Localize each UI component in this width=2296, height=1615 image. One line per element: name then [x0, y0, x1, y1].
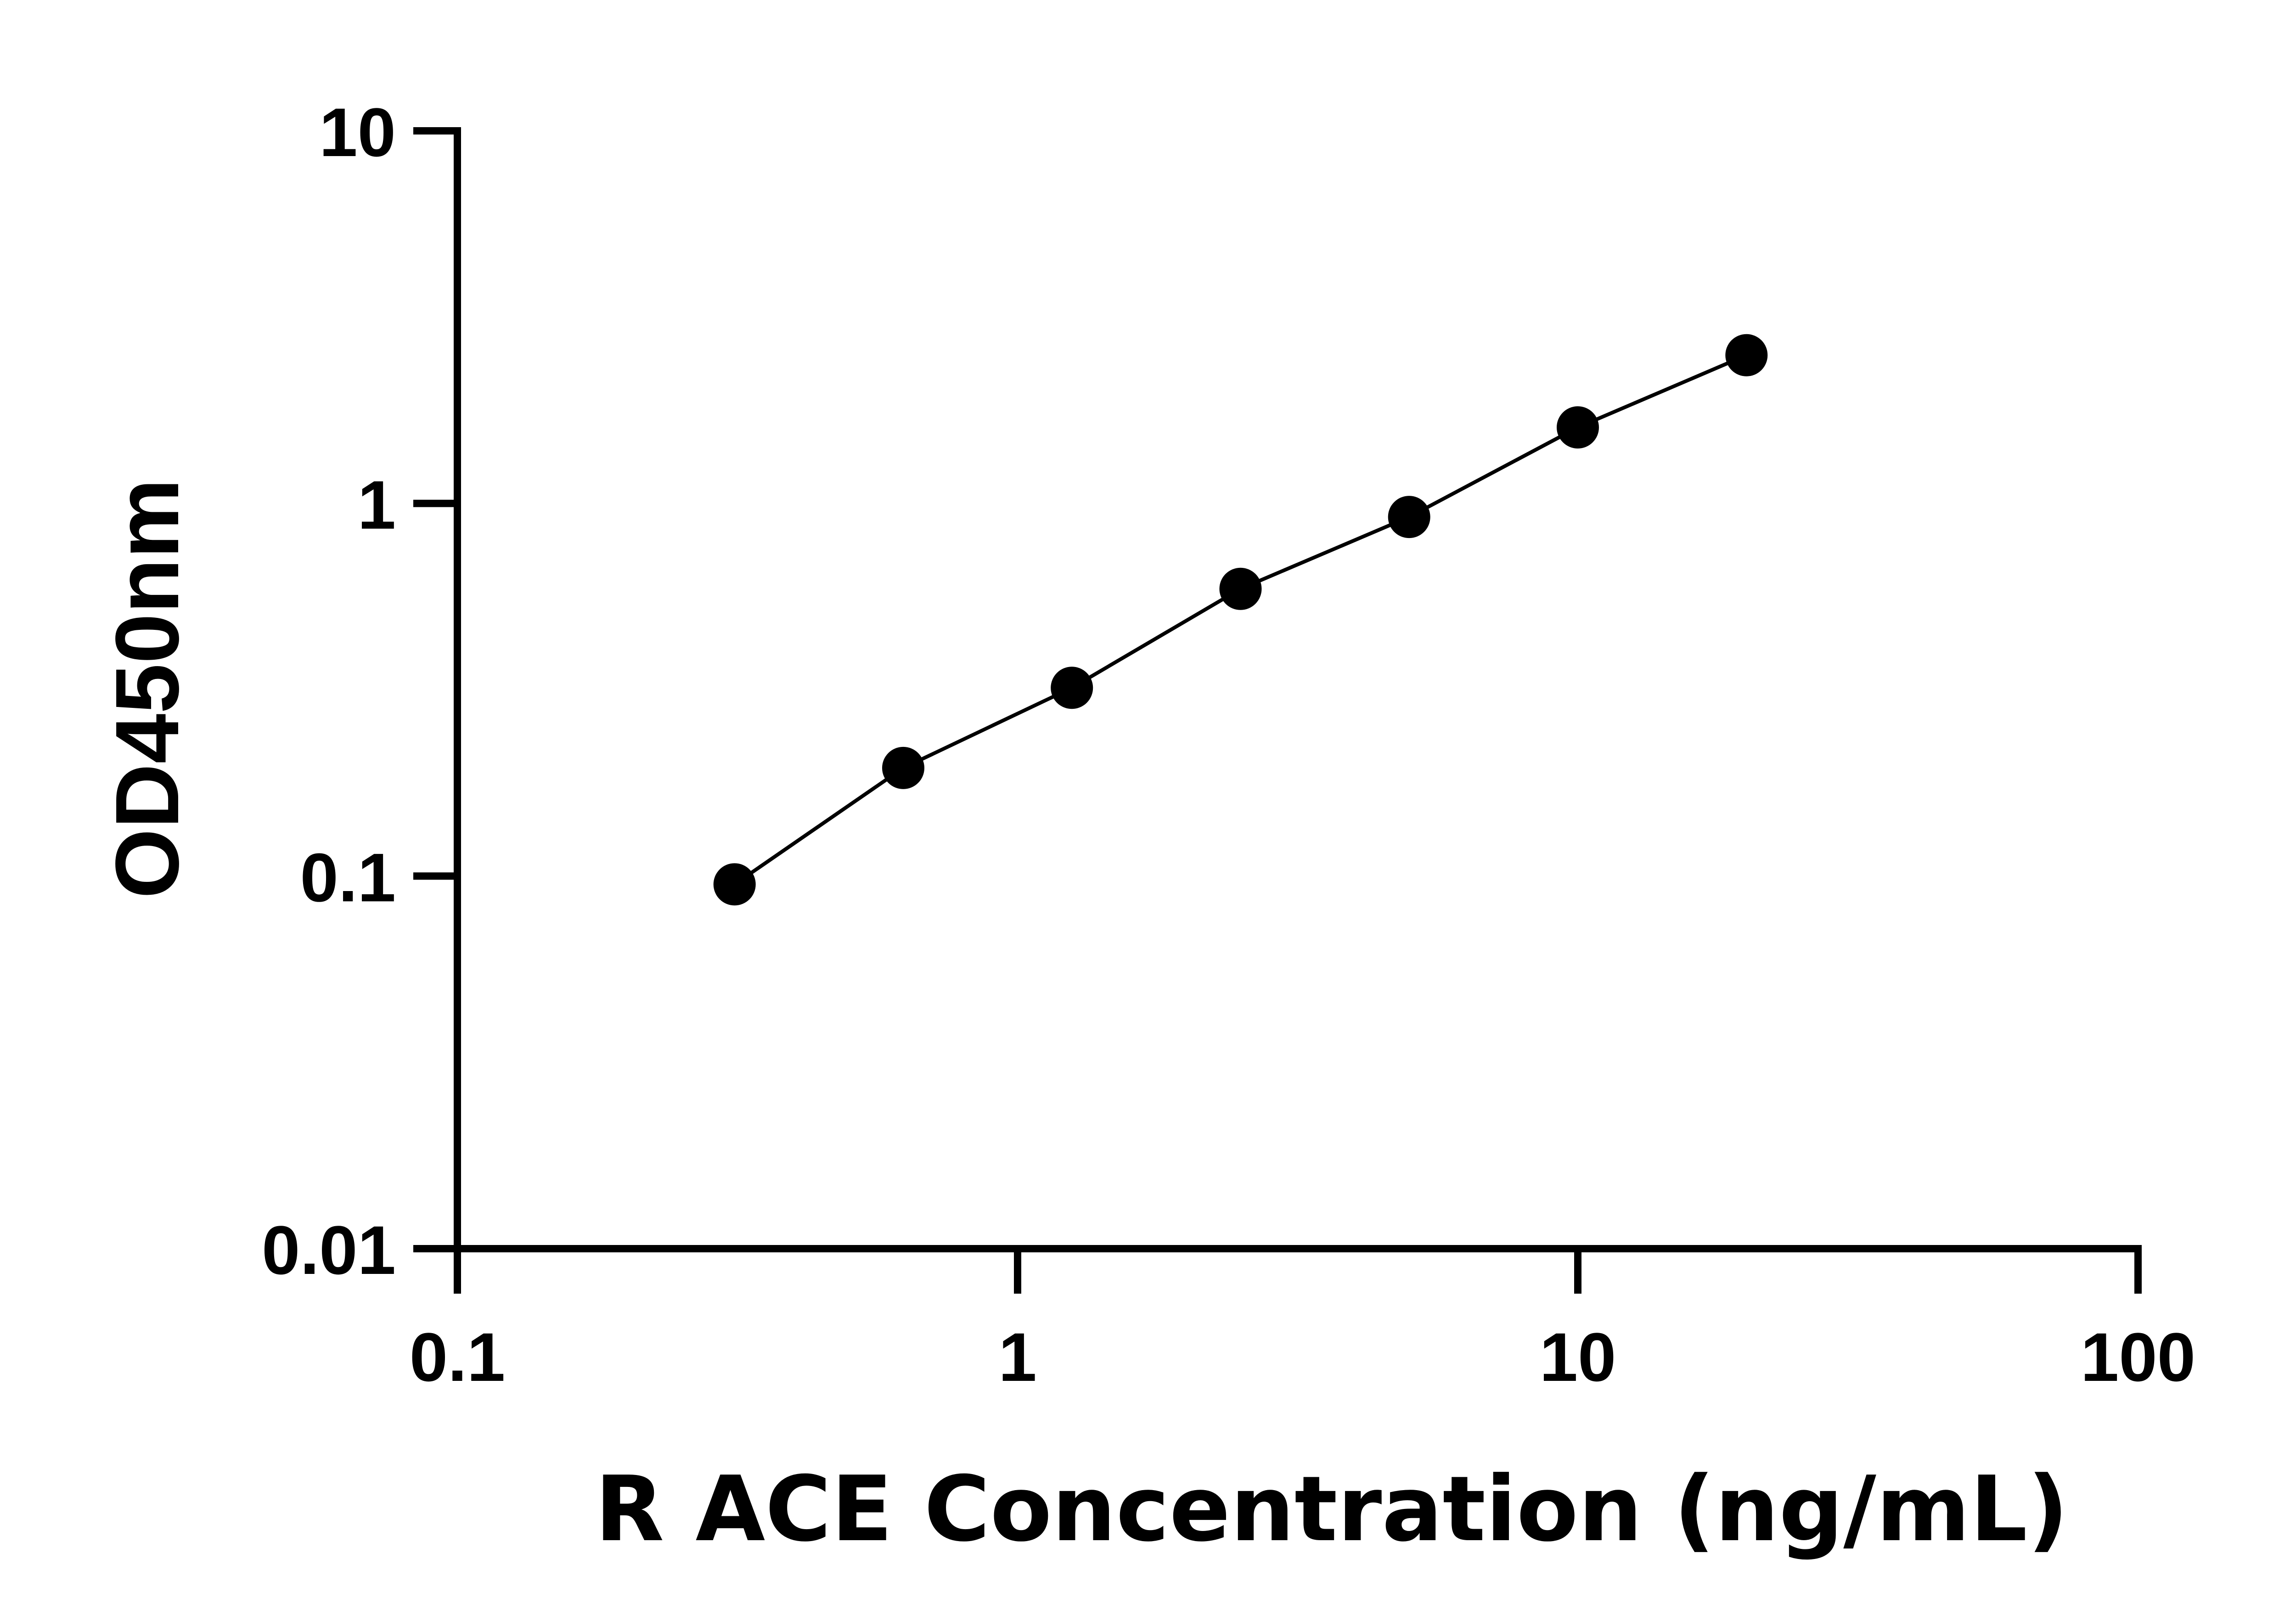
x-ticks: 0.1 1 10 100	[410, 1249, 2195, 1396]
data-point	[1219, 567, 1262, 610]
x-tick-label: 10	[1540, 1318, 1616, 1396]
x-tick-label: 1	[998, 1318, 1036, 1396]
y-axis-title: OD450nm	[97, 478, 197, 898]
y-tick-label: 0.1	[300, 839, 396, 916]
data-point	[882, 746, 924, 789]
data-point	[713, 863, 756, 906]
y-ticks: 0.01 0.1 1 10	[262, 94, 457, 1289]
y-tick-label: 1	[358, 466, 396, 544]
axes	[454, 127, 2142, 1252]
x-tick-label: 0.1	[410, 1318, 506, 1396]
data-point	[1051, 667, 1093, 709]
y-tick-label: 10	[319, 94, 396, 171]
data-point	[1725, 334, 1768, 376]
data-point	[1388, 496, 1430, 538]
x-axis-title: R ACE Concentration (ng/mL)	[595, 1457, 2068, 1562]
x-tick-label: 100	[2081, 1318, 2195, 1396]
y-tick-label: 0.01	[262, 1211, 396, 1289]
data-points	[713, 334, 1768, 906]
data-point	[1557, 406, 1599, 449]
